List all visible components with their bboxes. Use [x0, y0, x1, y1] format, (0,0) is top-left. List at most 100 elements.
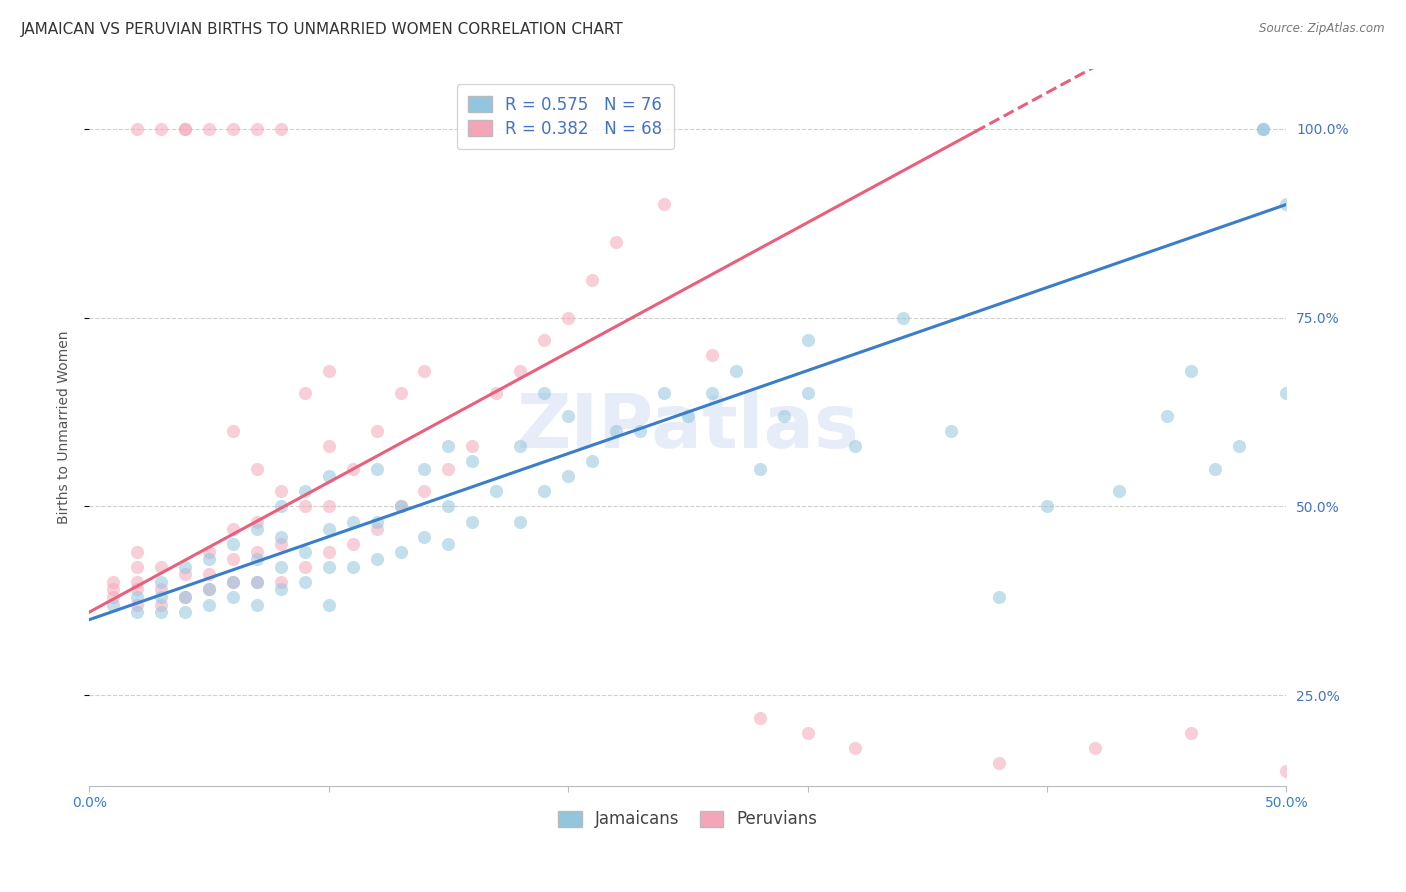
Point	[174, 122, 197, 136]
Point	[127, 590, 149, 604]
Point	[246, 515, 269, 529]
Point	[127, 605, 149, 619]
Point	[1275, 197, 1298, 211]
Point	[270, 500, 292, 514]
Point	[270, 537, 292, 551]
Point	[1275, 764, 1298, 778]
Point	[389, 545, 412, 559]
Point	[557, 310, 579, 325]
Point	[1227, 439, 1250, 453]
Point	[366, 552, 388, 566]
Point	[318, 469, 340, 483]
Point	[127, 574, 149, 589]
Point	[389, 500, 412, 514]
Point	[294, 386, 316, 401]
Point	[700, 386, 723, 401]
Point	[270, 582, 292, 597]
Point	[222, 537, 245, 551]
Point	[1180, 363, 1202, 377]
Point	[342, 537, 364, 551]
Point	[198, 545, 221, 559]
Point	[581, 273, 603, 287]
Point	[198, 122, 221, 136]
Point	[270, 530, 292, 544]
Y-axis label: Births to Unmarried Women: Births to Unmarried Women	[58, 330, 72, 524]
Point	[150, 122, 173, 136]
Point	[246, 522, 269, 536]
Legend: Jamaicans, Peruvians: Jamaicans, Peruvians	[551, 804, 824, 835]
Point	[485, 484, 508, 499]
Point	[509, 515, 531, 529]
Point	[796, 386, 818, 401]
Point	[437, 461, 460, 475]
Point	[127, 545, 149, 559]
Point	[101, 582, 124, 597]
Point	[605, 424, 627, 438]
Point	[366, 515, 388, 529]
Point	[533, 484, 555, 499]
Point	[222, 574, 245, 589]
Point	[101, 574, 124, 589]
Point	[174, 590, 197, 604]
Text: ZIPatlas: ZIPatlas	[516, 391, 859, 464]
Point	[509, 363, 531, 377]
Point	[270, 574, 292, 589]
Point	[844, 439, 866, 453]
Point	[796, 726, 818, 740]
Point	[174, 590, 197, 604]
Point	[198, 598, 221, 612]
Point	[318, 598, 340, 612]
Point	[389, 386, 412, 401]
Point	[222, 122, 245, 136]
Point	[1251, 122, 1274, 136]
Point	[150, 598, 173, 612]
Point	[294, 545, 316, 559]
Point	[941, 424, 963, 438]
Point	[174, 122, 197, 136]
Point	[342, 515, 364, 529]
Point	[557, 469, 579, 483]
Point	[198, 582, 221, 597]
Point	[294, 559, 316, 574]
Point	[318, 522, 340, 536]
Point	[389, 500, 412, 514]
Point	[796, 334, 818, 348]
Text: Source: ZipAtlas.com: Source: ZipAtlas.com	[1260, 22, 1385, 36]
Point	[150, 605, 173, 619]
Point	[270, 484, 292, 499]
Point	[127, 122, 149, 136]
Point	[270, 122, 292, 136]
Point	[294, 574, 316, 589]
Point	[628, 424, 651, 438]
Point	[318, 559, 340, 574]
Point	[1251, 122, 1274, 136]
Point	[461, 515, 484, 529]
Point	[437, 500, 460, 514]
Point	[605, 235, 627, 249]
Point	[222, 552, 245, 566]
Point	[101, 598, 124, 612]
Point	[533, 386, 555, 401]
Point	[1204, 461, 1226, 475]
Point	[724, 363, 747, 377]
Point	[342, 559, 364, 574]
Point	[294, 500, 316, 514]
Point	[366, 424, 388, 438]
Point	[652, 386, 675, 401]
Point	[150, 574, 173, 589]
Point	[127, 582, 149, 597]
Point	[222, 574, 245, 589]
Point	[198, 552, 221, 566]
Point	[366, 522, 388, 536]
Point	[1036, 500, 1059, 514]
Point	[988, 590, 1011, 604]
Point	[150, 582, 173, 597]
Point	[294, 484, 316, 499]
Point	[413, 530, 436, 544]
Point	[246, 598, 269, 612]
Point	[174, 567, 197, 582]
Point	[461, 454, 484, 468]
Point	[676, 409, 699, 423]
Point	[246, 122, 269, 136]
Point	[748, 711, 770, 725]
